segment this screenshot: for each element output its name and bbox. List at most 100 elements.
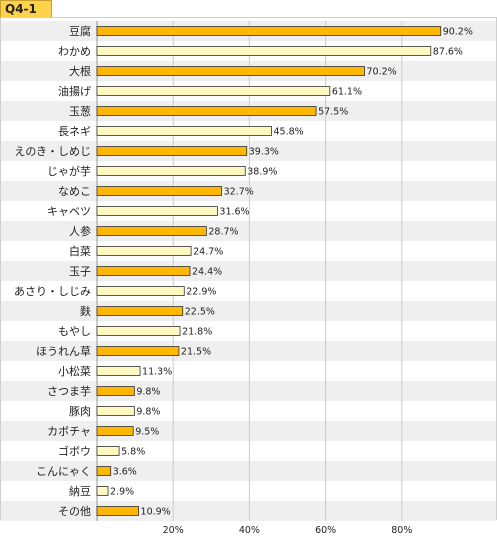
row-background [1, 201, 496, 221]
category-label: じゃが芋 [47, 164, 91, 178]
bar [96, 386, 135, 396]
category-label: こんにゃく [36, 465, 91, 478]
bar [96, 366, 141, 376]
value-label: 3.6% [113, 467, 137, 478]
x-tick-label: 60% [315, 525, 336, 536]
value-label: 87.6% [433, 47, 463, 58]
category-label: 人参 [69, 224, 91, 238]
row-background [1, 401, 496, 421]
bar [96, 86, 331, 96]
bar [96, 66, 365, 76]
bar [96, 286, 185, 296]
row-background [1, 241, 496, 261]
category-label: キャベツ [47, 205, 91, 218]
category-label: 大根 [69, 64, 91, 78]
x-tick-label: 20% [163, 525, 184, 536]
row-background [1, 341, 496, 361]
category-label: 玉葱 [69, 105, 91, 118]
value-label: 61.1% [332, 87, 362, 98]
category-label: 長ネギ [58, 125, 91, 138]
category-label: さつま芋 [47, 385, 91, 398]
bar [96, 146, 248, 156]
value-label: 21.5% [181, 347, 211, 358]
value-label: 39.3% [249, 147, 279, 158]
value-label: 10.9% [141, 507, 171, 518]
bar [96, 126, 272, 136]
bar [96, 206, 218, 216]
row-background [1, 461, 496, 481]
row-background [1, 321, 496, 341]
bar [96, 166, 246, 176]
bar [96, 486, 109, 496]
bar [96, 426, 134, 436]
category-label: 豆腐 [69, 24, 91, 38]
bar [96, 306, 184, 316]
category-label: わかめ [58, 45, 91, 58]
category-label: 豚肉 [69, 405, 91, 418]
x-tick-label: 80% [391, 525, 412, 536]
row-background [1, 421, 496, 441]
value-label: 31.6% [219, 207, 249, 218]
category-label: ほうれん草 [36, 345, 91, 358]
bar [96, 246, 192, 256]
row-background [1, 441, 496, 461]
value-label: 9.5% [135, 427, 159, 438]
bar [96, 226, 207, 236]
value-label: 28.7% [208, 227, 238, 238]
row-background [1, 141, 496, 161]
value-label: 45.8% [274, 127, 304, 138]
bar [96, 186, 223, 196]
row-background [1, 301, 496, 321]
bar [96, 506, 139, 516]
row-background [1, 261, 496, 281]
bar [96, 266, 191, 276]
category-label: 麩 [80, 305, 91, 318]
category-label: 納豆 [69, 485, 91, 498]
value-label: 24.7% [193, 247, 223, 258]
bar [96, 466, 112, 476]
value-label: 5.8% [121, 447, 145, 458]
row-background [1, 361, 496, 381]
category-label: 油揚げ [58, 84, 91, 98]
value-label: 70.2% [366, 67, 396, 78]
row-background [1, 221, 496, 241]
category-label: 玉子 [69, 265, 91, 278]
value-label: 32.7% [224, 187, 254, 198]
category-label: なめこ [58, 185, 91, 198]
question-title-tab: Q4-1 [0, 0, 52, 17]
row-background [1, 481, 496, 501]
value-label: 57.5% [318, 107, 348, 118]
category-label: もやし [58, 325, 91, 338]
bar [96, 106, 317, 116]
row-background [1, 381, 496, 401]
value-label: 90.2% [443, 27, 473, 38]
value-label: 22.5% [185, 307, 215, 318]
bar [96, 326, 181, 336]
category-label: カボチャ [47, 425, 91, 438]
row-background [1, 281, 496, 301]
bar [96, 346, 180, 356]
category-label: あさり・しじみ [14, 285, 91, 298]
bar [96, 446, 120, 456]
category-label: ゴボウ [58, 444, 91, 458]
x-tick-label: 40% [239, 525, 260, 536]
bar [96, 46, 432, 56]
category-label: 小松菜 [58, 364, 91, 378]
value-label: 9.8% [136, 407, 160, 418]
category-label: えのき・しめじ [14, 145, 91, 158]
value-label: 9.8% [136, 387, 160, 398]
category-label: その他 [58, 505, 91, 518]
value-label: 24.4% [192, 267, 222, 278]
bar [96, 406, 135, 416]
question-title: Q4-1 [5, 2, 37, 16]
bar [96, 26, 442, 36]
row-background [1, 501, 496, 521]
value-label: 38.9% [247, 167, 277, 178]
value-label: 21.8% [182, 327, 212, 338]
value-label: 22.9% [186, 287, 216, 298]
value-label: 11.3% [142, 367, 172, 378]
row-background [1, 181, 496, 201]
value-label: 2.9% [110, 487, 134, 498]
row-background [1, 161, 496, 181]
